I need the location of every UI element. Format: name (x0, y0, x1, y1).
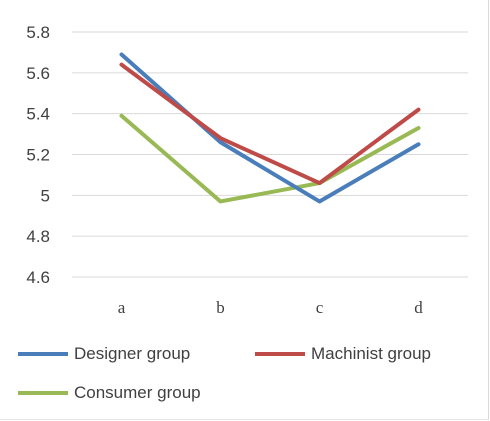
legend-item-machinist: Machinist group (255, 344, 431, 364)
y-tick-label: 5.4 (26, 105, 50, 124)
legend-label-designer: Designer group (74, 344, 191, 363)
legend-label-consumer: Consumer group (74, 383, 201, 402)
legend-item-consumer: Consumer group (18, 383, 201, 403)
legend-swatch-consumer (18, 391, 68, 395)
legend-swatch-designer (18, 352, 68, 356)
series-line-machinist (119, 62, 421, 186)
x-axis-ticks: a b c d (118, 298, 424, 317)
y-axis-ticks: 4.6 4.8 5 5.2 5.4 5.6 5.8 (26, 23, 50, 287)
line-chart: 4.6 4.8 5 5.2 5.4 5.6 5.8 a b c d (26, 23, 468, 317)
legend-label-machinist: Machinist group (311, 344, 432, 363)
x-tick-label: b (216, 298, 225, 317)
x-tick-label: d (414, 298, 423, 317)
y-tick-label: 5.2 (26, 146, 50, 165)
series-lines (119, 52, 421, 204)
legend-item-designer: Designer group (18, 344, 190, 364)
legend-swatch-machinist (255, 352, 305, 356)
x-tick-label: c (316, 298, 324, 317)
y-tick-label: 4.8 (26, 227, 50, 246)
gridlines (72, 31, 468, 278)
series-line-consumer (119, 113, 421, 204)
series-line-designer (119, 52, 421, 204)
x-tick-label: a (118, 298, 126, 317)
y-tick-label: 4.6 (26, 268, 50, 287)
y-tick-label: 5.6 (26, 64, 50, 83)
y-tick-label: 5 (41, 186, 50, 205)
y-tick-label: 5.8 (26, 23, 50, 42)
